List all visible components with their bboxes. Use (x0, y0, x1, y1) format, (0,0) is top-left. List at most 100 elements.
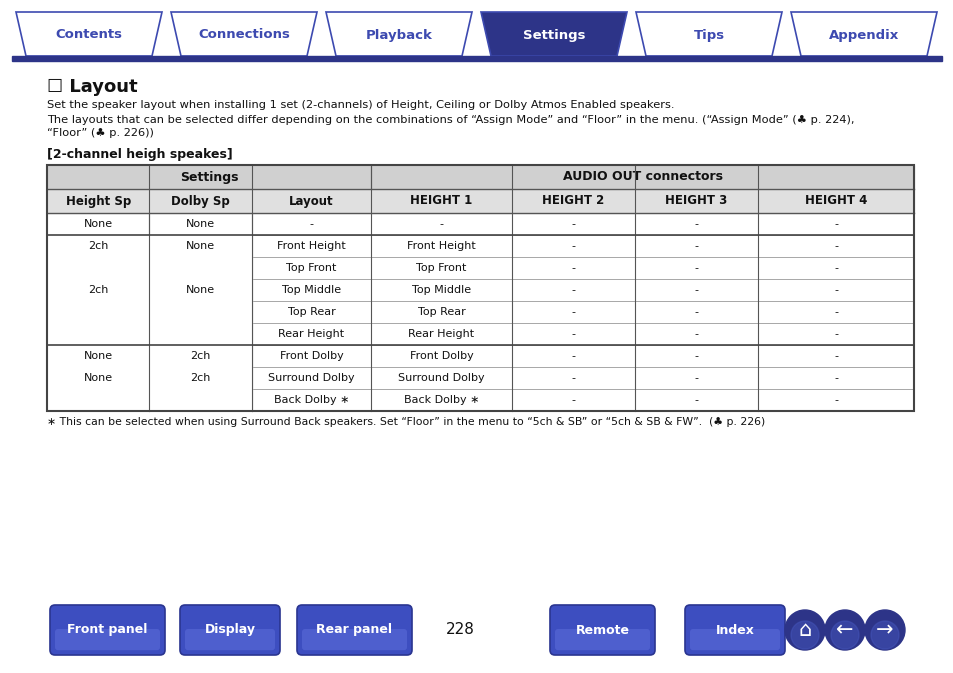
Polygon shape (326, 12, 472, 56)
Text: [2-channel heigh speakes]: [2-channel heigh speakes] (47, 148, 233, 161)
Text: 2ch: 2ch (190, 351, 211, 361)
Text: Top Rear: Top Rear (417, 307, 465, 317)
Text: Top Middle: Top Middle (412, 285, 471, 295)
Text: 2ch: 2ch (88, 241, 109, 251)
Text: Front Dolby: Front Dolby (409, 351, 473, 361)
Text: HEIGHT 1: HEIGHT 1 (410, 194, 472, 207)
Text: →: → (876, 620, 893, 640)
Text: Tips: Tips (693, 28, 723, 42)
Text: Settings: Settings (180, 170, 238, 184)
Text: -: - (571, 285, 575, 295)
Text: -: - (694, 263, 698, 273)
Text: Top Front: Top Front (286, 263, 336, 273)
Text: -: - (694, 219, 698, 229)
Text: ←: ← (836, 620, 853, 640)
Text: -: - (833, 285, 837, 295)
Text: None: None (84, 373, 112, 383)
Text: Dolby Sp: Dolby Sp (171, 194, 230, 207)
Text: -: - (833, 373, 837, 383)
FancyBboxPatch shape (555, 629, 649, 650)
Text: Contents: Contents (55, 28, 122, 42)
Text: -: - (571, 219, 575, 229)
Text: Rear Height: Rear Height (408, 329, 474, 339)
Text: Display: Display (204, 623, 255, 637)
Text: Top Front: Top Front (416, 263, 466, 273)
Polygon shape (790, 12, 936, 56)
Text: Settings: Settings (522, 28, 584, 42)
FancyBboxPatch shape (550, 605, 655, 655)
Text: Set the speaker layout when installing 1 set (2-channels) of Height, Ceiling or : Set the speaker layout when installing 1… (47, 100, 674, 110)
Text: ⌂: ⌂ (798, 620, 811, 640)
FancyBboxPatch shape (55, 629, 160, 650)
Text: -: - (694, 329, 698, 339)
Text: 228: 228 (445, 623, 474, 637)
Text: -: - (833, 307, 837, 317)
Text: None: None (84, 351, 112, 361)
FancyBboxPatch shape (296, 605, 412, 655)
Text: Height Sp: Height Sp (66, 194, 131, 207)
Circle shape (864, 610, 904, 650)
Text: 2ch: 2ch (190, 373, 211, 383)
Text: -: - (571, 263, 575, 273)
Text: None: None (186, 241, 214, 251)
Bar (47, 345, 150, 411)
Circle shape (790, 621, 818, 649)
Bar (47, 235, 150, 345)
Text: None: None (186, 219, 214, 229)
Text: -: - (694, 285, 698, 295)
FancyBboxPatch shape (684, 605, 784, 655)
Text: Appendix: Appendix (828, 28, 898, 42)
Text: None: None (186, 285, 214, 295)
FancyBboxPatch shape (180, 605, 280, 655)
Text: -: - (833, 329, 837, 339)
Text: -: - (571, 395, 575, 405)
Text: -: - (833, 219, 837, 229)
Text: -: - (833, 351, 837, 361)
Bar (47, 165, 913, 189)
Text: -: - (571, 329, 575, 339)
Bar (47, 165, 913, 411)
Text: Surround Dolby: Surround Dolby (268, 373, 355, 383)
Polygon shape (480, 12, 626, 56)
Text: HEIGHT 4: HEIGHT 4 (804, 194, 866, 207)
FancyBboxPatch shape (50, 605, 165, 655)
Text: Top Middle: Top Middle (281, 285, 340, 295)
Bar (47, 165, 913, 411)
Polygon shape (16, 12, 162, 56)
Text: -: - (571, 351, 575, 361)
Text: Front Height: Front Height (276, 241, 345, 251)
Text: Connections: Connections (198, 28, 290, 42)
Circle shape (870, 621, 898, 649)
Text: Back Dolby ∗: Back Dolby ∗ (274, 395, 349, 405)
Bar (150, 235, 252, 345)
Text: The layouts that can be selected differ depending on the combinations of “Assign: The layouts that can be selected differ … (47, 115, 854, 125)
Text: -: - (833, 395, 837, 405)
Bar (12, 56, 941, 61)
Text: -: - (571, 307, 575, 317)
Text: -: - (694, 241, 698, 251)
Text: -: - (571, 373, 575, 383)
Text: Rear panel: Rear panel (316, 623, 392, 637)
Text: Playback: Playback (365, 28, 432, 42)
Text: -: - (833, 241, 837, 251)
Circle shape (784, 610, 824, 650)
FancyBboxPatch shape (689, 629, 780, 650)
Text: -: - (694, 351, 698, 361)
Text: -: - (694, 395, 698, 405)
Text: Back Dolby ∗: Back Dolby ∗ (403, 395, 478, 405)
Text: -: - (694, 307, 698, 317)
Text: -: - (833, 263, 837, 273)
Text: Top Rear: Top Rear (287, 307, 335, 317)
Text: HEIGHT 2: HEIGHT 2 (541, 194, 604, 207)
Text: Rear Height: Rear Height (278, 329, 344, 339)
Polygon shape (636, 12, 781, 56)
Text: Remote: Remote (575, 623, 629, 637)
Text: -: - (571, 241, 575, 251)
Polygon shape (171, 12, 316, 56)
Text: 2ch: 2ch (88, 285, 109, 295)
Text: Index: Index (715, 623, 754, 637)
FancyBboxPatch shape (302, 629, 407, 650)
Text: Front Dolby: Front Dolby (279, 351, 343, 361)
Bar (47, 189, 913, 213)
Text: “Floor” (♣ p. 226)): “Floor” (♣ p. 226)) (47, 128, 153, 138)
